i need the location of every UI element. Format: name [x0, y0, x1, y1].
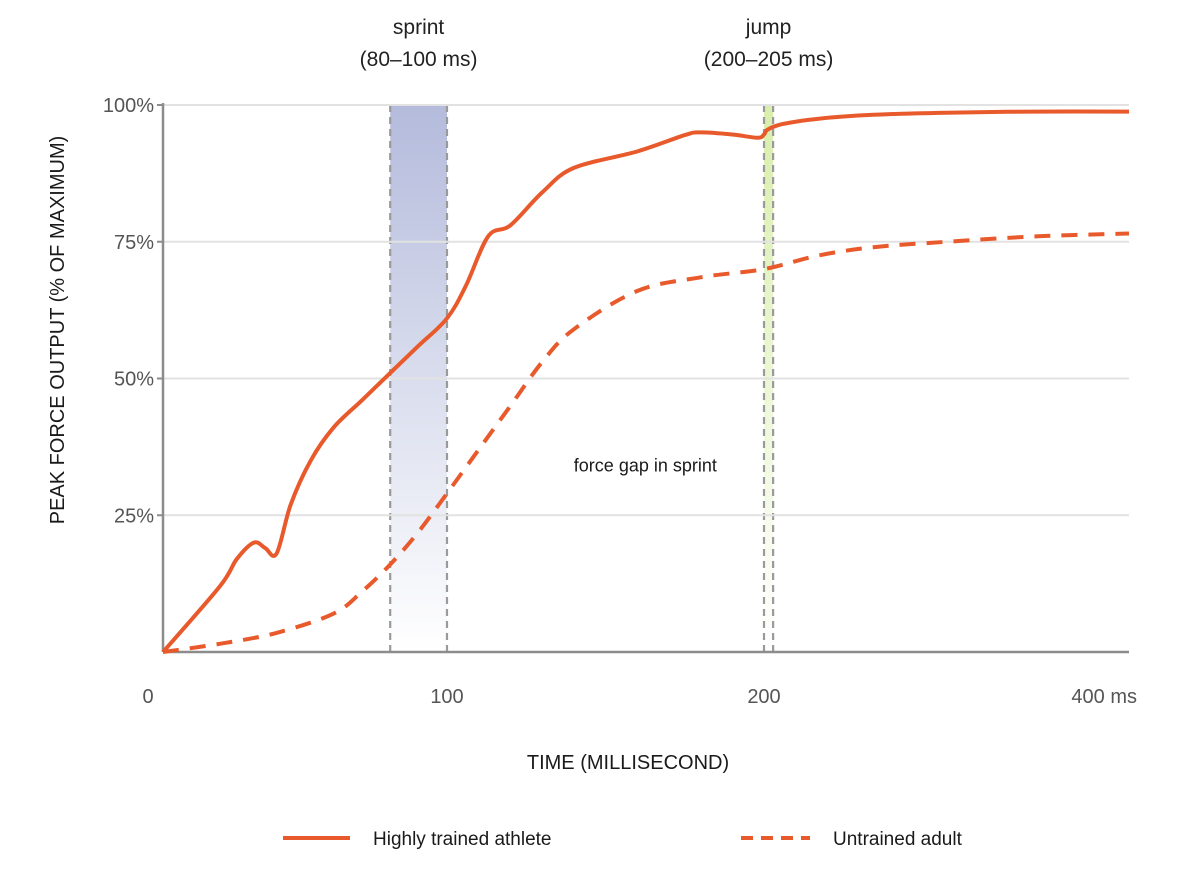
band-jump-range: (200–205 ms): [704, 48, 834, 71]
band-sprint-range: (80–100 ms): [360, 48, 478, 71]
y-tick-label: 50%: [114, 369, 154, 391]
band-sprint-title: sprint: [393, 16, 445, 39]
legend-label: Untrained adult: [833, 829, 963, 850]
series-untrained-line: [162, 231, 1130, 654]
series-athlete-line: [161, 109, 1130, 654]
y-tick-label: 100%: [103, 95, 154, 117]
x-axis-title: TIME (MILLISECOND): [527, 752, 729, 774]
x-tick-label: 200: [747, 686, 780, 708]
x-tick-label: 400 ms: [1071, 686, 1137, 708]
x-tick-label: 100: [430, 686, 463, 708]
y-tick-label: 25%: [114, 505, 154, 527]
y-tick-label: 75%: [114, 232, 154, 254]
annotation-force-gap: force gap in sprint: [574, 455, 717, 475]
band-jump-title: jump: [745, 16, 792, 39]
legend-label: Highly trained athlete: [373, 829, 552, 850]
y-axis-title: PEAK FORCE OUTPUT (% OF MAXIMUM): [47, 136, 69, 525]
x-tick-label: 0: [142, 686, 153, 708]
